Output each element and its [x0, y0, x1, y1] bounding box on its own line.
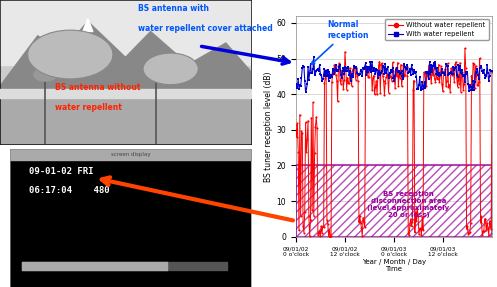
Text: Normal
reception: Normal reception	[312, 20, 369, 64]
Without water repellent	[462, 46, 468, 50]
Line: Without water repellent: Without water repellent	[295, 47, 493, 238]
Circle shape	[28, 30, 113, 79]
With water repellent	[326, 79, 331, 83]
With water repellent	[361, 67, 367, 71]
With water repellent	[424, 71, 430, 75]
Without water repellent	[327, 235, 333, 238]
Text: 06:17:04    480: 06:17:04 480	[29, 186, 110, 195]
Circle shape	[143, 53, 198, 85]
Without water repellent	[306, 215, 312, 218]
With water repellent	[303, 90, 309, 94]
With water repellent	[477, 67, 483, 70]
Without water repellent	[293, 123, 299, 127]
X-axis label: Year / Month / Day
Time: Year / Month / Day Time	[362, 259, 426, 272]
Text: BS reception
disconnection area
(level approximately
20 or less): BS reception disconnection area (level a…	[367, 191, 450, 218]
Bar	[296, 166, 492, 237]
With water repellent	[311, 55, 317, 59]
Text: water repellent: water repellent	[55, 103, 122, 112]
Polygon shape	[58, 47, 68, 57]
Without water repellent	[477, 57, 483, 60]
Without water repellent	[324, 218, 330, 222]
With water repellent	[301, 65, 307, 68]
Without water repellent	[423, 85, 429, 88]
Polygon shape	[0, 22, 251, 144]
Without water repellent	[301, 231, 307, 234]
Polygon shape	[83, 19, 93, 32]
Text: water repellent cover attached: water repellent cover attached	[138, 24, 273, 33]
Y-axis label: BS tuner reception level (dB): BS tuner reception level (dB)	[264, 71, 273, 182]
Text: BS antenna with: BS antenna with	[138, 4, 209, 13]
With water repellent	[307, 71, 313, 74]
With water repellent	[489, 69, 495, 73]
Legend: Without water repellent, With water repellent: Without water repellent, With water repe…	[385, 19, 489, 40]
Text: BS antenna without: BS antenna without	[55, 83, 141, 92]
Circle shape	[34, 68, 57, 81]
Text: 09-01-02 FRI: 09-01-02 FRI	[29, 167, 94, 176]
Without water repellent	[360, 216, 366, 219]
Text: screen display: screen display	[111, 152, 150, 157]
With water repellent	[293, 82, 299, 85]
Line: With water repellent: With water repellent	[294, 56, 494, 93]
Without water repellent	[489, 70, 495, 73]
